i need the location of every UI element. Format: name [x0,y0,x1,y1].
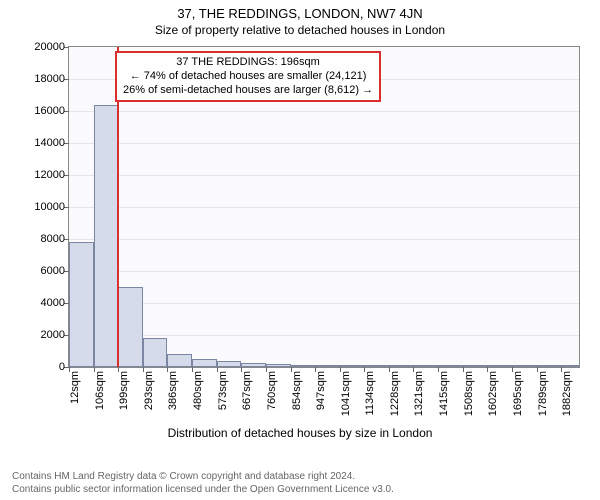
y-tick-label: 10000 [34,201,69,213]
y-tick-label: 0 [59,361,69,373]
histogram-bar [143,338,167,367]
x-tick-label: 667sqm [241,367,253,410]
y-tick-label: 6000 [41,265,69,277]
grid-line [69,143,579,144]
y-tick-label: 8000 [41,233,69,245]
x-tick-label: 1228sqm [389,367,401,416]
footer-line-1: Contains HM Land Registry data © Crown c… [12,471,588,484]
x-tick-label: 1321sqm [413,367,425,416]
x-tick-label: 1882sqm [561,367,573,416]
y-tick-label: 14000 [34,137,69,149]
grid-line [69,335,579,336]
x-tick-label: 1602sqm [487,367,499,416]
y-tick-label: 2000 [41,329,69,341]
x-tick-label: 1508sqm [463,367,475,416]
y-tick-label: 12000 [34,169,69,181]
grid-line [69,175,579,176]
page-title: 37, THE REDDINGS, LONDON, NW7 4JN [0,0,600,21]
histogram-bar [167,354,192,367]
x-tick-label: 293sqm [143,367,155,410]
y-tick-label: 18000 [34,73,69,85]
x-tick-label: 386sqm [167,367,179,410]
chart-wrap: Number of detached properties 0200040006… [0,40,600,440]
page-subtitle: Size of property relative to detached ho… [0,21,600,41]
histogram-bar [192,359,216,367]
chart-container: 37, THE REDDINGS, LONDON, NW7 4JN Size o… [0,0,600,500]
x-tick-label: 760sqm [266,367,278,410]
x-tick-label: 573sqm [217,367,229,410]
plot-area: 0200040006000800010000120001400016000180… [68,46,580,368]
marker-annotation: 37 THE REDDINGS: 196sqm ← 74% of detache… [115,51,381,102]
grid-line [69,239,579,240]
x-tick-label: 1695sqm [512,367,524,416]
x-tick-label: 1415sqm [438,367,450,416]
x-tick-label: 106sqm [94,367,106,410]
y-tick-label: 20000 [34,41,69,53]
x-tick-label: 12sqm [69,367,81,404]
histogram-bar [69,242,94,367]
x-tick-label: 854sqm [291,367,303,410]
y-tick-label: 4000 [41,297,69,309]
annotation-line-1: 37 THE REDDINGS: 196sqm [123,56,373,70]
footer-line-2: Contains public sector information licen… [12,484,588,497]
x-tick-label: 1789sqm [537,367,549,416]
histogram-bar [118,287,143,367]
grid-line [69,207,579,208]
x-tick-label: 199sqm [118,367,130,410]
x-tick-label: 1041sqm [340,367,352,416]
x-tick-label: 1134sqm [364,367,376,415]
grid-line [69,271,579,272]
y-tick-label: 16000 [34,105,69,117]
attribution-footer: Contains HM Land Registry data © Crown c… [0,471,600,496]
x-axis-label: Distribution of detached houses by size … [0,426,600,440]
grid-line [69,303,579,304]
annotation-line-3: 26% of semi-detached houses are larger (… [123,84,373,98]
x-tick-label: 480sqm [192,367,204,410]
grid-line [69,111,579,112]
annotation-line-2: ← 74% of detached houses are smaller (24… [123,70,373,84]
x-tick-label: 947sqm [315,367,327,410]
histogram-bar [94,105,118,367]
